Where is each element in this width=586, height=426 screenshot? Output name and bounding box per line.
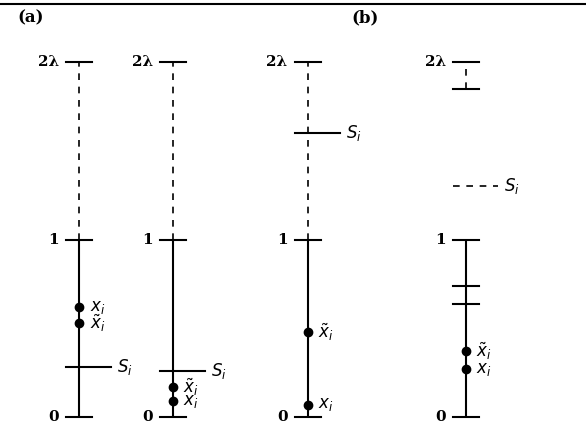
Text: 1: 1 — [277, 233, 288, 247]
Text: 1: 1 — [142, 233, 153, 247]
Text: $S_i$: $S_i$ — [504, 176, 520, 196]
Text: $\tilde{x}_i$: $\tilde{x}_i$ — [476, 341, 492, 362]
Text: $S_i$: $S_i$ — [117, 357, 133, 377]
Text: 0: 0 — [142, 410, 153, 424]
Text: 2λ: 2λ — [425, 55, 446, 69]
Text: (b): (b) — [352, 9, 379, 26]
Text: 2λ: 2λ — [132, 55, 153, 69]
Text: 2λ: 2λ — [38, 55, 59, 69]
Text: $x_i$: $x_i$ — [318, 396, 333, 413]
Text: (a): (a) — [18, 9, 44, 26]
Text: $\tilde{x}_i$: $\tilde{x}_i$ — [318, 321, 334, 343]
Text: 2λ: 2λ — [267, 55, 288, 69]
Text: 1: 1 — [435, 233, 446, 247]
Text: 0: 0 — [49, 410, 59, 424]
Text: $\tilde{x}_i$: $\tilde{x}_i$ — [183, 376, 199, 397]
Text: $x_i$: $x_i$ — [476, 361, 492, 378]
Text: $S_i$: $S_i$ — [211, 361, 227, 381]
Text: $\tilde{x}_i$: $\tilde{x}_i$ — [90, 312, 105, 334]
Text: 0: 0 — [435, 410, 446, 424]
Text: 1: 1 — [49, 233, 59, 247]
Text: 0: 0 — [277, 410, 288, 424]
Text: $x_i$: $x_i$ — [183, 393, 199, 410]
Text: $x_i$: $x_i$ — [90, 299, 105, 316]
Text: $S_i$: $S_i$ — [346, 123, 362, 143]
